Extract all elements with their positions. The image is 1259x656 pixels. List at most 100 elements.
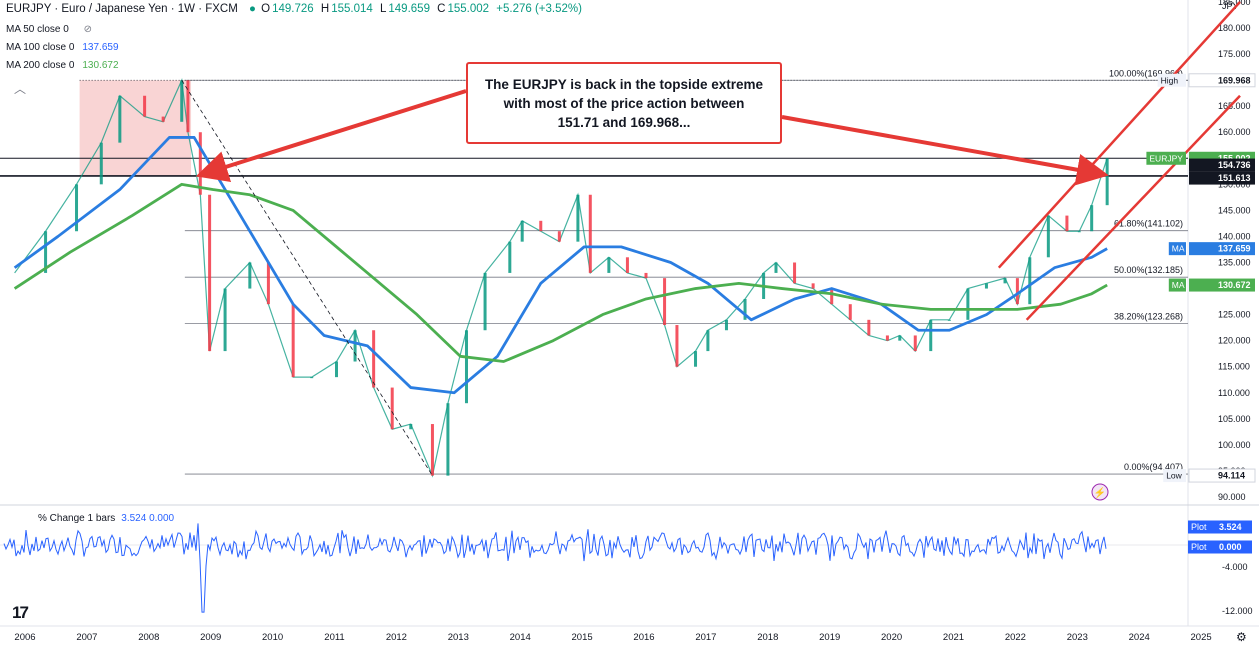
x-tick-label: 2006: [14, 632, 35, 643]
tradingview-logo-icon: 17: [12, 603, 29, 622]
symbol-legend[interactable]: EURJPY · Euro / Japanese Yen · 1W · FXCM…: [6, 3, 588, 15]
price-tag-label-bg: [1168, 278, 1186, 292]
price-candle: [830, 288, 834, 305]
price-candle: [811, 283, 815, 289]
y-tick-label: 175.000: [1218, 49, 1251, 59]
price-candle: [335, 361, 338, 378]
price-candle: [464, 330, 468, 404]
price-tag-value: 154.736: [1218, 160, 1251, 170]
price-candle: [793, 262, 797, 284]
price-line: [14, 78, 1108, 478]
price-candle: [291, 304, 295, 378]
plot-tag-label: Plot: [1191, 542, 1207, 552]
price-candle: [118, 95, 122, 143]
price-tag-bg: [1189, 171, 1255, 185]
price-candle: [557, 231, 561, 242]
price-candle: [143, 95, 147, 117]
ohlc-values: O 149.726 H 155.014 L 149.659 C 155.002 +5.2…: [261, 3, 582, 15]
price-candle: [929, 319, 933, 352]
annotation-arrow-left: [195, 89, 467, 183]
ma200-legend[interactable]: MA 200 close 0 130.672: [6, 60, 119, 71]
fib-level-label: 50.00%(132.185): [1114, 265, 1183, 275]
y-tick-label: 185.000: [1218, 0, 1251, 7]
oscillator-legend[interactable]: % Change 1 bars 3.524 0.000: [38, 513, 175, 524]
plot-tag-label-bg: [1188, 540, 1216, 554]
fib-level-label: 0.00%(94.407): [1124, 462, 1183, 472]
y-tick-label: 145.000: [1218, 205, 1251, 215]
x-tick-label: 2014: [510, 632, 531, 643]
plot-tag-value-bg: [1216, 520, 1252, 534]
y-tick-label: 160.000: [1218, 127, 1251, 137]
price-candle: [724, 319, 728, 331]
fib-level-label: 61.80%(141.102): [1114, 219, 1183, 229]
x-tick-label: 2013: [448, 632, 469, 643]
x-tick-label: 2010: [262, 632, 283, 643]
price-candle: [208, 194, 212, 352]
price-tag-bg: [1189, 242, 1255, 256]
price-candle: [430, 424, 434, 476]
plot-tag-label: Plot: [1191, 522, 1207, 532]
x-tick-label: 2008: [138, 632, 159, 643]
lightning-glyph-icon: ⚡: [1094, 486, 1106, 499]
price-candle: [848, 304, 852, 320]
price-candle: [576, 194, 580, 242]
y-tick-label: 90.000: [1218, 492, 1246, 502]
x-tick-label: 2022: [1005, 632, 1026, 643]
oscillator-y-tick: -12.000: [1222, 606, 1253, 616]
price-candle: [1105, 158, 1109, 206]
price-tag-bg: [1189, 158, 1255, 172]
price-tag-label: High: [1161, 75, 1179, 85]
price-candle: [266, 262, 270, 305]
y-axis-unit: JPY: [1222, 1, 1239, 11]
y-tick-label: 135.000: [1218, 258, 1251, 268]
channel-upper-line: [997, 1, 1241, 269]
ma50-legend[interactable]: MA 50 close 0 ⊘: [6, 24, 92, 35]
x-tick-label: 2019: [819, 632, 840, 643]
price-candle: [446, 403, 450, 476]
price-tag-label-bg: [1168, 242, 1186, 256]
price-tag-label-bg: [1146, 151, 1186, 165]
price-candle: [885, 335, 889, 341]
collapse-chevron-icon[interactable]: ︿: [14, 82, 27, 96]
price-tag-value: 151.613: [1218, 173, 1251, 183]
channel-lower-line: [1025, 94, 1241, 321]
y-tick-label: 100.000: [1218, 440, 1251, 450]
status-dot: ●: [249, 3, 256, 15]
price-tag-bg: [1189, 278, 1255, 292]
price-candle: [310, 377, 314, 379]
lightning-icon: [1091, 483, 1109, 501]
trendline-dashed: [181, 80, 433, 476]
annotation-callout: The EURJPY is back in the topside extrem…: [466, 62, 782, 144]
price-candle: [520, 220, 524, 242]
y-tick-label: 140.000: [1218, 231, 1251, 241]
plot-tag-label-bg: [1188, 520, 1216, 534]
price-candle: [180, 80, 184, 122]
x-tick-label: 2021: [943, 632, 964, 643]
price-candle: [1065, 215, 1069, 232]
shaded-range: [79, 80, 192, 176]
ma100-legend[interactable]: MA 100 close 0 137.659: [6, 42, 119, 53]
x-tick-label: 2009: [200, 632, 221, 643]
price-candle: [743, 298, 747, 320]
price-candle: [483, 272, 487, 331]
price-candle: [966, 288, 970, 320]
price-tag-value: 155.002: [1218, 153, 1251, 163]
x-tick-label: 2020: [881, 632, 902, 643]
fib-level-label: 100.00%(169.968): [1109, 68, 1183, 78]
x-tick-label: 2018: [757, 632, 778, 643]
price-candle: [663, 278, 667, 326]
price-candle: [99, 142, 103, 185]
price-tag-label: MA: [1172, 280, 1185, 290]
price-candle: [607, 257, 611, 273]
price-candle: [1003, 278, 1007, 284]
price-tag-value: 94.114: [1218, 471, 1245, 481]
plot-tag-value: 3.524: [1219, 522, 1242, 532]
eye-hidden-icon[interactable]: ⊘: [83, 24, 92, 35]
price-tag-label-bg: [1163, 469, 1186, 483]
price-candle: [774, 262, 778, 273]
price-candle: [984, 283, 988, 289]
price-candle: [625, 257, 629, 273]
x-tick-label: 2024: [1129, 632, 1150, 643]
price-tag-label-bg: [1157, 73, 1186, 87]
